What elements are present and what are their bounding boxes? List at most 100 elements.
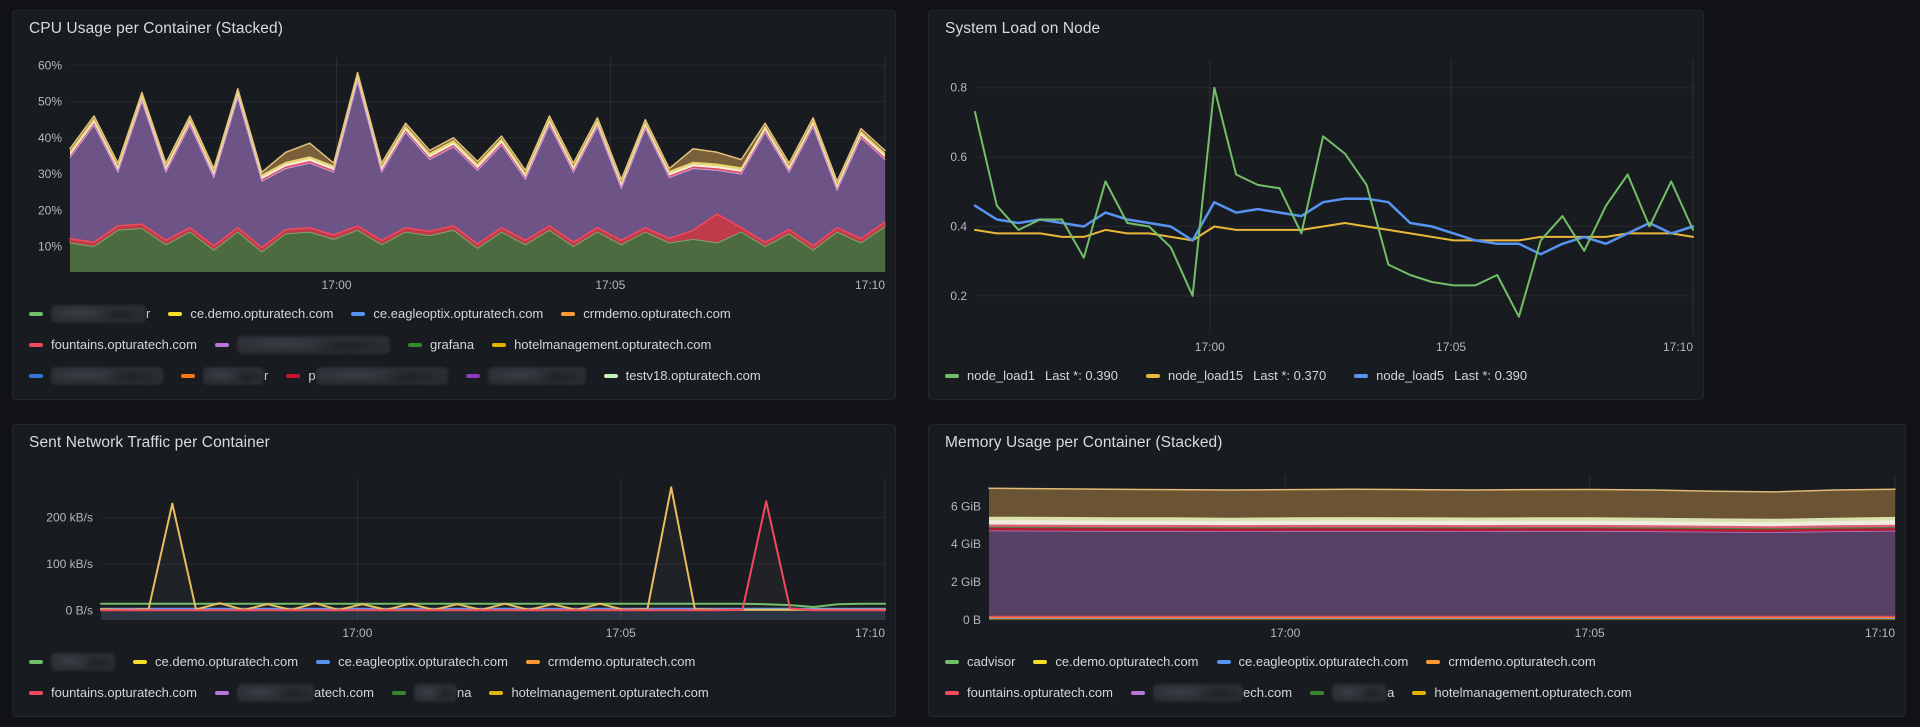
cpu-usage-plot[interactable]: 10% 20% 30% 40% 50% 60% 17:00 17:05 17:10	[13, 38, 895, 296]
panel-title[interactable]: Memory Usage per Container (Stacked)	[945, 434, 1223, 451]
memory-usage-plot[interactable]: 0 B 2 GiB 4 GiB 6 GiB 17:00 17:05 17:10	[929, 452, 1905, 644]
legend-item[interactable]: atech.com	[214, 683, 374, 702]
redacted-text	[413, 683, 457, 702]
legend-item[interactable]: ech.com	[1130, 683, 1292, 702]
series-color-swatch	[286, 373, 301, 378]
legend-item[interactable]: ce.demo.opturatech.com	[133, 654, 298, 669]
legend-label: crmdemo.opturatech.com	[547, 654, 696, 669]
series-color-swatch	[945, 659, 959, 664]
series-color-swatch	[489, 690, 504, 695]
legend-item[interactable]: a	[1310, 683, 1394, 702]
legend-item[interactable]: na	[391, 683, 472, 702]
legend-label: fountains.opturatech.com	[51, 337, 197, 352]
panel-header[interactable]: CPU Usage per Container (Stacked)	[13, 11, 895, 38]
panel-title[interactable]: CPU Usage per Container (Stacked)	[29, 20, 283, 37]
mem-brown-band-line	[988, 487, 1896, 493]
legend-item[interactable]: ce.demo.opturatech.com	[168, 306, 333, 321]
series-color-swatch	[945, 373, 959, 378]
legend-row: fountains.opturatech.com grafana hotelmana…	[29, 331, 879, 358]
legend-item[interactable]: hotelmanagement.opturatech.com	[492, 337, 711, 352]
legend-item[interactable]: fountains.opturatech.com	[945, 685, 1113, 700]
legend-row: r ce.demo.opturatech.com ce.eagleoptix.opt…	[29, 300, 879, 327]
y-axis-tick-label: 60%	[38, 58, 62, 72]
memory-usage-chart[interactable]: 0 B 2 GiB 4 GiB 6 GiB 17:00 17:05 17:10	[929, 452, 1905, 644]
legend-label: fountains.opturatech.com	[51, 685, 197, 700]
panel-sent-network-traffic: Sent Network Traffic per Container 0 B/s…	[12, 424, 896, 717]
x-axis-tick-label: 17:00	[1270, 626, 1300, 640]
legend-item[interactable]: grafana	[407, 337, 475, 352]
system-load-chart[interactable]: 0.2 0.4 0.6 0.8 17:00 17:05 17:10	[929, 38, 1703, 358]
legend-item[interactable]: cadvisor	[945, 654, 1015, 669]
legend-label: ce.eagleoptix.opturatech.com	[338, 654, 508, 669]
legend-item[interactable]: hotelmanagement.opturatech.com	[489, 685, 709, 700]
x-axis-tick-label: 17:00	[1195, 340, 1225, 354]
legend-label: node_load5	[1376, 368, 1445, 383]
legend-label: Last *: 0.370	[1253, 368, 1327, 383]
legend-item[interactable]: crmdemo.opturatech.com	[561, 306, 731, 321]
legend-item[interactable]: node_load15 Last *: 0.370	[1145, 368, 1327, 383]
y-axis-tick-label: 0.8	[950, 81, 967, 95]
legend-label: grafana	[429, 337, 475, 352]
panel-header[interactable]: Memory Usage per Container (Stacked)	[929, 425, 1905, 452]
node_load15-line	[974, 222, 1694, 242]
panel-memory-usage-stacked: Memory Usage per Container (Stacked) 0 B…	[928, 424, 1906, 717]
legend-item[interactable]	[214, 335, 390, 354]
legend-label: ce.eagleoptix.opturatech.com	[373, 306, 544, 321]
legend-item[interactable]: node_load1 Last *: 0.390	[945, 368, 1118, 383]
redacted-text	[487, 366, 586, 385]
x-axis-tick-label: 17:05	[1436, 340, 1466, 354]
legend-item[interactable]: ce.eagleoptix.opturatech.com	[316, 654, 508, 669]
cpu-usage-chart[interactable]: 10% 20% 30% 40% 50% 60% 17:00 17:05 17:10	[13, 38, 895, 296]
y-axis-tick-label: 2 GiB	[951, 575, 981, 589]
panel-title[interactable]: System Load on Node	[945, 20, 1101, 37]
legend-label: r	[264, 368, 269, 383]
mem-purple-band-area	[989, 530, 1895, 620]
legend-item[interactable]: fountains.opturatech.com	[29, 337, 197, 352]
legend-item[interactable]	[29, 652, 115, 671]
legend-label: ce.demo.opturatech.com	[190, 306, 334, 321]
legend-label: r	[146, 306, 151, 321]
legend-item[interactable]: fountains.opturatech.com	[29, 685, 197, 700]
legend-label: crmdemo.opturatech.com	[1448, 654, 1596, 669]
series-color-swatch	[492, 342, 507, 347]
series-color-swatch	[561, 311, 576, 316]
legend-item[interactable]: ce.demo.opturatech.com	[1033, 654, 1199, 669]
series-color-swatch	[407, 342, 422, 347]
legend-item[interactable]: p	[286, 366, 448, 385]
stack-total-tan-band-line	[69, 71, 886, 183]
purple-band-line	[69, 81, 886, 191]
legend-item[interactable]: node_load5 Last *: 0.390	[1354, 368, 1527, 383]
x-axis-tick-label: 17:10	[1865, 626, 1895, 640]
legend-item[interactable]: crmdemo.opturatech.com	[1426, 654, 1596, 669]
legend-label: p	[308, 368, 316, 383]
traffic-green-line	[100, 602, 886, 608]
legend-item[interactable]: r	[29, 304, 151, 323]
x-axis-tick-label: 17:10	[1663, 340, 1693, 354]
legend-item[interactable]	[29, 366, 163, 385]
system-load-plot[interactable]: 0.2 0.4 0.6 0.8 17:00 17:05 17:10	[929, 38, 1703, 358]
sent-network-traffic-plot[interactable]: 0 B/s 100 kB/s 200 kB/s 17:00 17:05 17:10	[13, 452, 895, 644]
legend-item[interactable]: crmdemo.opturatech.com	[525, 654, 696, 669]
series-color-swatch	[465, 373, 480, 378]
sent-network-traffic-chart[interactable]: 0 B/s 100 kB/s 200 kB/s 17:00 17:05 17:10	[13, 452, 895, 644]
legend-item[interactable]: ce.eagleoptix.opturatech.com	[351, 306, 543, 321]
green-band-line	[69, 226, 886, 253]
legend-item[interactable]: hotelmanagement.opturatech.com	[1412, 685, 1632, 700]
legend-item[interactable]: testv18.opturatech.com	[603, 368, 761, 383]
legend-item[interactable]: ce.eagleoptix.opturatech.com	[1216, 654, 1408, 669]
panel-cpu-usage-stacked: CPU Usage per Container (Stacked) 10% 20%…	[12, 10, 896, 400]
series-color-swatch	[181, 373, 195, 378]
traffic-blue-area	[101, 608, 885, 620]
y-axis-tick-label: 0 B/s	[66, 604, 93, 618]
system-load-legend: node_load1 Last *: 0.390 node_load15 Last *…	[929, 358, 1703, 399]
panel-header[interactable]: Sent Network Traffic per Container	[13, 425, 895, 452]
legend-item[interactable]: r	[181, 366, 269, 385]
legend-item[interactable]	[465, 366, 586, 385]
panel-header[interactable]: System Load on Node	[929, 11, 1703, 38]
mem-purple-band-line	[988, 530, 1896, 533]
x-axis-tick-label: 17:00	[342, 626, 372, 640]
legend-label: na	[456, 685, 472, 700]
series-color-swatch	[29, 373, 43, 378]
panel-title[interactable]: Sent Network Traffic per Container	[29, 434, 270, 451]
